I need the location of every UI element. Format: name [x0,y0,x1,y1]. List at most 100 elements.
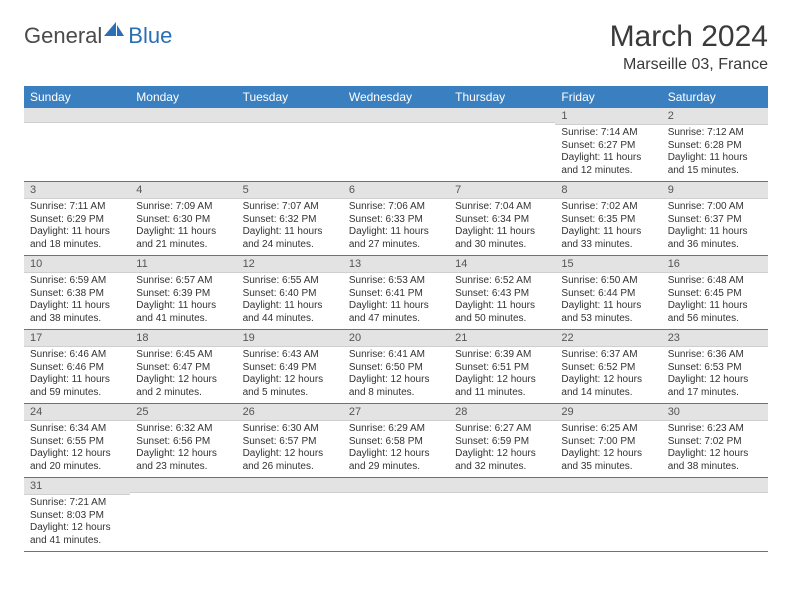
calendar-day-cell: 10Sunrise: 6:59 AMSunset: 6:38 PMDayligh… [24,256,130,330]
day-body: Sunrise: 7:00 AMSunset: 6:37 PMDaylight:… [662,199,768,255]
day-body: Sunrise: 6:57 AMSunset: 6:39 PMDaylight:… [130,273,236,329]
sunrise-line: Sunrise: 6:30 AM [243,423,337,436]
calendar-day-cell [343,478,449,552]
day-number: 17 [24,330,130,347]
day-body-empty [343,123,449,173]
daylight-line: Daylight: 12 hours and 41 minutes. [30,522,124,547]
sunset-line: Sunset: 6:50 PM [349,362,443,375]
sunset-line: Sunset: 6:32 PM [243,214,337,227]
title-month: March 2024 [610,20,768,54]
calendar-day-cell [449,478,555,552]
day-body: Sunrise: 7:12 AMSunset: 6:28 PMDaylight:… [662,125,768,181]
sunset-line: Sunset: 6:30 PM [136,214,230,227]
day-number: 19 [237,330,343,347]
sunset-line: Sunset: 6:53 PM [668,362,762,375]
daylight-line: Daylight: 12 hours and 2 minutes. [136,374,230,399]
calendar-day-cell [662,478,768,552]
sunset-line: Sunset: 6:55 PM [30,436,124,449]
sunset-line: Sunset: 6:39 PM [136,288,230,301]
calendar-day-cell: 21Sunrise: 6:39 AMSunset: 6:51 PMDayligh… [449,330,555,404]
sunset-line: Sunset: 6:44 PM [561,288,655,301]
day-number: 22 [555,330,661,347]
sunset-line: Sunset: 6:49 PM [243,362,337,375]
calendar-table: SundayMondayTuesdayWednesdayThursdayFrid… [24,86,768,552]
daylight-line: Daylight: 12 hours and 38 minutes. [668,448,762,473]
day-body: Sunrise: 6:30 AMSunset: 6:57 PMDaylight:… [237,421,343,477]
day-number-empty [449,108,555,123]
logo-text-general: General [24,23,102,49]
weekday-row: SundayMondayTuesdayWednesdayThursdayFrid… [24,86,768,108]
calendar-week-row: 31Sunrise: 7:21 AMSunset: 8:03 PMDayligh… [24,478,768,552]
day-body: Sunrise: 6:27 AMSunset: 6:59 PMDaylight:… [449,421,555,477]
daylight-line: Daylight: 11 hours and 21 minutes. [136,226,230,251]
daylight-line: Daylight: 11 hours and 15 minutes. [668,152,762,177]
calendar-day-cell [237,108,343,182]
sunset-line: Sunset: 6:51 PM [455,362,549,375]
calendar-page: General Blue March 2024 Marseille 03, Fr… [0,0,792,572]
day-body-empty [237,493,343,543]
calendar-day-cell: 27Sunrise: 6:29 AMSunset: 6:58 PMDayligh… [343,404,449,478]
daylight-line: Daylight: 12 hours and 29 minutes. [349,448,443,473]
day-number: 26 [237,404,343,421]
daylight-line: Daylight: 12 hours and 11 minutes. [455,374,549,399]
sunrise-line: Sunrise: 7:06 AM [349,201,443,214]
daylight-line: Daylight: 11 hours and 33 minutes. [561,226,655,251]
day-body: Sunrise: 6:29 AMSunset: 6:58 PMDaylight:… [343,421,449,477]
sunset-line: Sunset: 7:00 PM [561,436,655,449]
weekday-header: Tuesday [237,86,343,108]
day-body: Sunrise: 7:02 AMSunset: 6:35 PMDaylight:… [555,199,661,255]
header: General Blue March 2024 Marseille 03, Fr… [24,20,768,74]
day-number-empty [449,478,555,493]
sunset-line: Sunset: 6:40 PM [243,288,337,301]
sunrise-line: Sunrise: 7:02 AM [561,201,655,214]
weekday-header: Sunday [24,86,130,108]
sunrise-line: Sunrise: 7:09 AM [136,201,230,214]
day-number: 5 [237,182,343,199]
day-body-empty [449,493,555,543]
calendar-day-cell: 14Sunrise: 6:52 AMSunset: 6:43 PMDayligh… [449,256,555,330]
day-body: Sunrise: 7:07 AMSunset: 6:32 PMDaylight:… [237,199,343,255]
daylight-line: Daylight: 11 hours and 27 minutes. [349,226,443,251]
day-number: 4 [130,182,236,199]
daylight-line: Daylight: 12 hours and 20 minutes. [30,448,124,473]
sunset-line: Sunset: 6:34 PM [455,214,549,227]
logo-text-blue: Blue [128,23,172,49]
day-body: Sunrise: 6:23 AMSunset: 7:02 PMDaylight:… [662,421,768,477]
sunrise-line: Sunrise: 6:25 AM [561,423,655,436]
sunrise-line: Sunrise: 6:23 AM [668,423,762,436]
sunrise-line: Sunrise: 7:00 AM [668,201,762,214]
sunrise-line: Sunrise: 7:04 AM [455,201,549,214]
day-body: Sunrise: 6:50 AMSunset: 6:44 PMDaylight:… [555,273,661,329]
sail-icon [102,20,126,38]
sunrise-line: Sunrise: 6:55 AM [243,275,337,288]
day-body-empty [555,493,661,543]
day-body: Sunrise: 7:06 AMSunset: 6:33 PMDaylight:… [343,199,449,255]
day-number: 9 [662,182,768,199]
title-location: Marseille 03, France [610,56,768,74]
daylight-line: Daylight: 11 hours and 24 minutes. [243,226,337,251]
weekday-header: Friday [555,86,661,108]
day-body: Sunrise: 6:36 AMSunset: 6:53 PMDaylight:… [662,347,768,403]
day-body: Sunrise: 7:04 AMSunset: 6:34 PMDaylight:… [449,199,555,255]
sunrise-line: Sunrise: 7:12 AM [668,127,762,140]
day-number: 6 [343,182,449,199]
day-body: Sunrise: 7:11 AMSunset: 6:29 PMDaylight:… [24,199,130,255]
day-number: 30 [662,404,768,421]
daylight-line: Daylight: 11 hours and 18 minutes. [30,226,124,251]
day-number: 2 [662,108,768,125]
sunset-line: Sunset: 7:02 PM [668,436,762,449]
sunrise-line: Sunrise: 6:41 AM [349,349,443,362]
daylight-line: Daylight: 11 hours and 38 minutes. [30,300,124,325]
calendar-day-cell: 19Sunrise: 6:43 AMSunset: 6:49 PMDayligh… [237,330,343,404]
sunset-line: Sunset: 8:03 PM [30,510,124,523]
day-body: Sunrise: 6:45 AMSunset: 6:47 PMDaylight:… [130,347,236,403]
day-body-empty [24,123,130,173]
daylight-line: Daylight: 11 hours and 41 minutes. [136,300,230,325]
day-body: Sunrise: 6:52 AMSunset: 6:43 PMDaylight:… [449,273,555,329]
calendar-week-row: 1Sunrise: 7:14 AMSunset: 6:27 PMDaylight… [24,108,768,182]
daylight-line: Daylight: 11 hours and 12 minutes. [561,152,655,177]
day-number-empty [555,478,661,493]
day-number: 25 [130,404,236,421]
calendar-day-cell: 22Sunrise: 6:37 AMSunset: 6:52 PMDayligh… [555,330,661,404]
day-body: Sunrise: 7:14 AMSunset: 6:27 PMDaylight:… [555,125,661,181]
